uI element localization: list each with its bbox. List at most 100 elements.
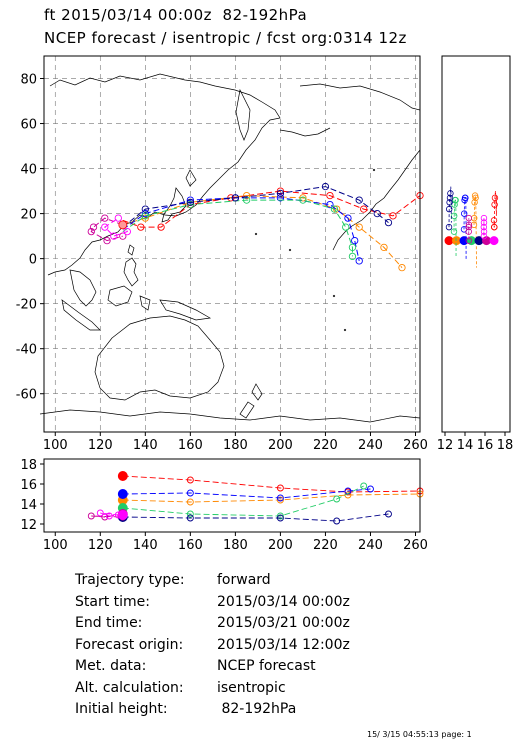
map-trajectory-line (122, 186, 389, 228)
height-trajectory-marker (186, 510, 194, 518)
info-value: 82-192hPa (217, 701, 297, 717)
height-trajectory-marker (186, 498, 194, 506)
side-trajectory-marker (480, 228, 488, 235)
side-trajectory-marker (490, 217, 498, 224)
map-y-tick-label: 0 (29, 253, 37, 268)
map-trajectory-marker (326, 200, 334, 209)
info-label: Forecast origin: (75, 636, 184, 653)
map-trajectory-marker (326, 191, 334, 200)
map-trajectory-marker (123, 227, 131, 236)
height-trajectory-marker (186, 489, 194, 497)
map-trajectory-marker (389, 212, 397, 220)
side-trajectory-marker (446, 199, 453, 206)
height-trajectory-marker (114, 511, 122, 519)
side-trajectory-line (473, 195, 477, 268)
map-y-tick-label: -20 (16, 298, 37, 313)
map-x-tick-label: 260 (403, 438, 428, 453)
map-trajectory-marker (137, 223, 145, 231)
map-trajectory-marker (355, 196, 363, 204)
info-label: Start time: (75, 593, 150, 610)
side-trajectory-marker (471, 192, 479, 199)
map-x-tick-label: 200 (268, 438, 293, 453)
height-x-tick-label: 240 (358, 538, 383, 553)
map-y-tick-label: 40 (20, 163, 37, 178)
side-x-tick-label: 16 (477, 438, 494, 453)
map-trajectory-line (90, 217, 123, 242)
height-x-tick-label: 120 (88, 538, 113, 553)
side-panel-frame (441, 55, 511, 433)
height-trajectory-marker (186, 514, 194, 522)
height-trajectory-marker (333, 495, 341, 503)
map-x-tick-label: 240 (358, 438, 383, 453)
map-trajectory-marker (342, 223, 350, 231)
height-trajectory-marker (96, 509, 104, 517)
side-trajectory-marker (447, 190, 454, 197)
height-y-tick-label: 16 (20, 478, 37, 493)
map-trajectory-marker (276, 194, 285, 202)
height-x-tick-label: 220 (313, 538, 338, 553)
height-trajectory-marker (101, 513, 109, 521)
map-trajectory-marker (398, 263, 406, 272)
height-trajectory-line (122, 493, 421, 503)
side-trajectory-line (448, 186, 452, 228)
map-y-tick-labels: 80 60 40 20 0 -20 -40 -60 (16, 73, 44, 403)
coastlines (39, 73, 421, 423)
height-trajectory-marker (117, 489, 128, 499)
side-trajectory-marker (480, 232, 488, 240)
map-x-tick-label: 160 (178, 438, 203, 453)
map-frame (43, 55, 421, 433)
map-trajectory-marker (231, 194, 240, 202)
info-label: Trajectory type: (75, 572, 185, 588)
map-trajectory-marker (141, 209, 149, 218)
info-label: Alt. calculation: (75, 679, 184, 696)
height-trajectory-line (100, 512, 123, 517)
height-x-tick-label: 100 (43, 538, 68, 553)
side-start-marker (444, 236, 454, 246)
map-trajectory-marker (348, 252, 357, 261)
info-value: 2015/03/21 00:00z (217, 615, 350, 631)
map-trajectory-marker (110, 232, 118, 240)
height-trajectory-marker (105, 512, 113, 520)
info-value: forward (217, 572, 271, 588)
side-trajectory-marker (452, 196, 459, 204)
height-trajectory-marker (360, 482, 368, 490)
height-trajectory-marker (367, 485, 374, 493)
side-trajectory-marker (461, 210, 468, 217)
height-trajectory-marker (117, 471, 128, 481)
footer-timestamp: 15/ 3/15 04:55:13 page: 1 (367, 730, 472, 739)
side-trajectory-marker (465, 214, 473, 222)
side-trajectory-marker (465, 237, 473, 244)
side-trajectory-marker (491, 194, 499, 202)
height-trajectory-marker (333, 517, 341, 525)
side-trajectory-marker (491, 201, 498, 208)
map-trajectory-marker (186, 196, 194, 204)
map-x-tick-label: 140 (133, 438, 158, 453)
side-x-tick-labels: 12 14 16 18 (437, 432, 513, 453)
map-trajectory-marker (360, 205, 368, 213)
info-value: 2015/03/14 12:00z (217, 636, 350, 653)
map-y-tick-label: -40 (16, 343, 37, 358)
header-line-2: NCEP forecast / isentropic / fcst org:03… (44, 29, 407, 47)
side-trajectory-marker (465, 228, 472, 235)
info-label: End time: (75, 615, 143, 631)
side-x-tick-label: 14 (457, 438, 474, 453)
map-trajectory-line (122, 190, 421, 228)
side-trajectory-line (463, 197, 467, 261)
map-trajectory-marker (330, 205, 339, 213)
map-trajectory-marker (276, 189, 285, 197)
height-trajectory-line (122, 513, 389, 522)
height-trajectory-marker (276, 496, 284, 504)
height-trajectory-line (122, 475, 421, 493)
map-y-tick-label: 20 (20, 208, 37, 223)
map-trajectory-marker (344, 214, 352, 222)
side-trajectory-marker (470, 221, 478, 229)
info-value: isentropic (217, 679, 286, 696)
map-trajectory-marker (186, 200, 194, 209)
map-trajectory-line (122, 195, 403, 268)
height-x-tick-label: 180 (223, 538, 248, 553)
side-trajectory-marker (480, 214, 488, 222)
map-trajectory-marker (321, 182, 330, 191)
height-x-tick-label: 140 (133, 538, 158, 553)
map-x-tick-label: 100 (43, 438, 68, 453)
